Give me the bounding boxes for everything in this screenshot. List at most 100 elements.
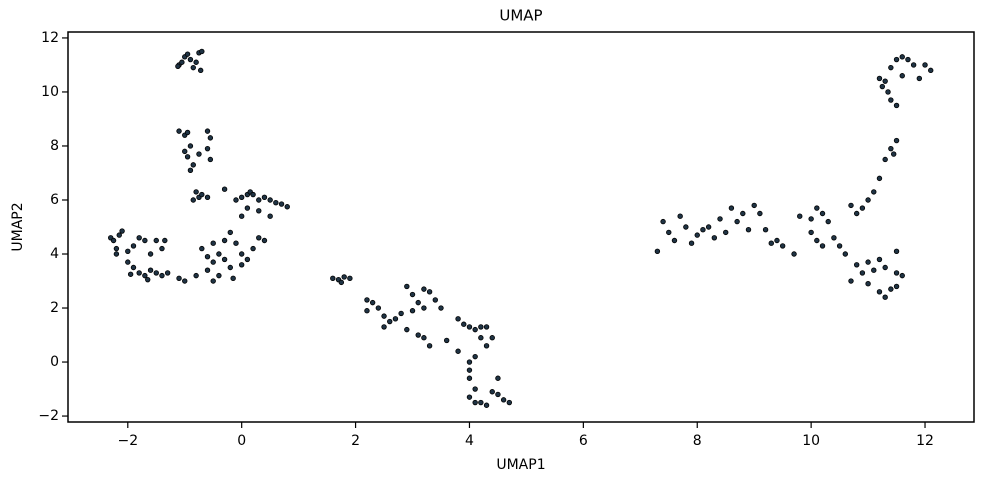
point bbox=[455, 348, 461, 354]
y-tick-label: 2 bbox=[50, 300, 59, 316]
point bbox=[338, 279, 345, 286]
x-tick-label: 4 bbox=[465, 433, 474, 449]
point bbox=[221, 186, 228, 192]
point bbox=[175, 63, 181, 70]
point bbox=[483, 402, 490, 408]
point bbox=[466, 359, 473, 365]
point bbox=[740, 210, 746, 217]
point bbox=[110, 237, 117, 244]
point bbox=[184, 51, 191, 57]
point bbox=[125, 248, 131, 255]
point bbox=[136, 235, 142, 241]
point bbox=[330, 275, 336, 282]
y-axis-label: UMAP2 bbox=[10, 202, 26, 251]
point bbox=[466, 324, 473, 330]
point bbox=[207, 156, 214, 163]
point bbox=[882, 78, 888, 84]
point bbox=[893, 102, 900, 109]
point bbox=[116, 232, 122, 238]
point bbox=[899, 272, 905, 279]
point bbox=[273, 199, 279, 206]
point bbox=[893, 248, 900, 255]
point bbox=[162, 237, 168, 244]
point bbox=[184, 129, 191, 136]
x-tick-label: 12 bbox=[916, 433, 934, 449]
point bbox=[142, 237, 148, 244]
point bbox=[472, 353, 478, 360]
point bbox=[261, 237, 268, 244]
y-tick-label: 4 bbox=[50, 246, 59, 262]
point bbox=[831, 235, 837, 241]
point bbox=[125, 259, 131, 265]
chart-title: UMAP bbox=[499, 7, 542, 25]
point bbox=[495, 375, 501, 381]
point bbox=[893, 137, 900, 144]
point bbox=[466, 367, 473, 373]
point bbox=[443, 337, 450, 344]
point bbox=[261, 194, 268, 200]
point bbox=[244, 256, 251, 263]
point bbox=[865, 259, 871, 265]
point bbox=[196, 151, 202, 157]
point bbox=[187, 167, 194, 173]
point bbox=[130, 264, 137, 271]
point bbox=[147, 251, 154, 257]
point bbox=[238, 213, 245, 219]
point bbox=[893, 270, 900, 276]
x-tick-label: 6 bbox=[579, 433, 588, 449]
y-tick-label: 12 bbox=[41, 30, 59, 46]
point bbox=[500, 397, 507, 403]
point bbox=[478, 399, 484, 406]
point bbox=[153, 237, 159, 244]
y-tick-label: 8 bbox=[50, 138, 59, 154]
point bbox=[250, 191, 256, 198]
point bbox=[176, 128, 182, 134]
point bbox=[238, 251, 245, 257]
point bbox=[130, 243, 137, 249]
point bbox=[238, 194, 245, 200]
point bbox=[210, 259, 216, 265]
point bbox=[757, 210, 763, 217]
point bbox=[762, 227, 769, 233]
point bbox=[876, 289, 883, 295]
point bbox=[193, 189, 199, 195]
point bbox=[478, 324, 484, 330]
point bbox=[227, 264, 233, 271]
point bbox=[768, 240, 774, 246]
point bbox=[216, 251, 222, 257]
point bbox=[814, 205, 820, 211]
point bbox=[466, 375, 473, 381]
x-tick-label: 2 bbox=[351, 433, 360, 449]
point bbox=[717, 216, 723, 222]
point bbox=[216, 272, 222, 279]
point bbox=[238, 262, 245, 268]
y-tick-label: 6 bbox=[50, 192, 59, 208]
point bbox=[193, 272, 199, 279]
x-tick-label: 0 bbox=[237, 433, 246, 449]
point bbox=[745, 227, 752, 233]
point bbox=[159, 272, 165, 279]
point bbox=[387, 318, 393, 325]
point bbox=[347, 275, 353, 282]
point bbox=[751, 202, 757, 209]
point bbox=[404, 283, 410, 290]
point bbox=[705, 224, 712, 230]
point bbox=[814, 237, 820, 244]
point bbox=[885, 89, 891, 95]
point bbox=[876, 256, 883, 263]
point bbox=[905, 56, 911, 63]
point bbox=[859, 205, 866, 211]
point bbox=[199, 245, 205, 252]
point bbox=[164, 270, 171, 276]
point bbox=[182, 278, 188, 284]
point bbox=[728, 205, 735, 211]
point bbox=[472, 399, 478, 406]
point bbox=[221, 237, 228, 244]
point bbox=[654, 248, 661, 255]
point bbox=[683, 224, 689, 230]
point bbox=[210, 240, 216, 246]
point bbox=[916, 75, 923, 82]
point bbox=[113, 245, 120, 252]
point bbox=[267, 197, 273, 203]
point bbox=[734, 218, 740, 225]
